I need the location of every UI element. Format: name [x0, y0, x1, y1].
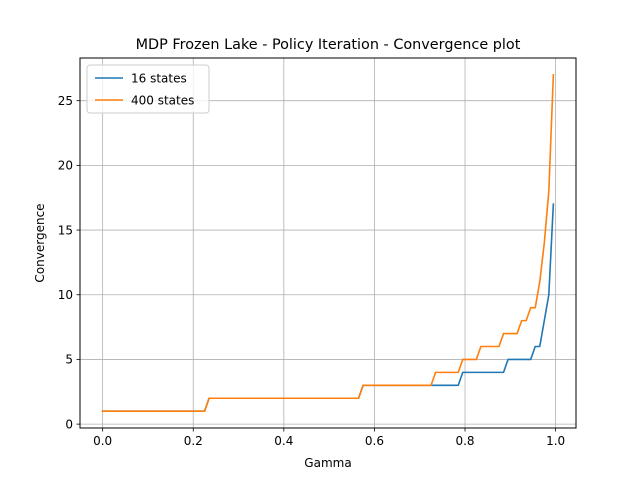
y-tick-label: 0: [65, 417, 73, 431]
legend: 16 states 400 states: [86, 64, 210, 114]
y-tick-label: 25: [58, 94, 73, 108]
legend-label: 16 states: [131, 71, 187, 85]
chart-title: MDP Frozen Lake - Policy Iteration - Con…: [136, 37, 521, 53]
x-tick-label: 0.2: [184, 434, 203, 448]
series-line: [101, 73, 555, 412]
x-tick-label: 0.4: [274, 434, 293, 448]
y-tick-label: 15: [58, 223, 73, 237]
y-tick-label: 10: [58, 288, 73, 302]
y-tick-label: 20: [58, 159, 73, 173]
legend-label: 400 states: [131, 93, 194, 107]
x-tick-label: 0.0: [93, 434, 112, 448]
x-tick-label: 0.6: [365, 434, 384, 448]
series-lines: [101, 73, 555, 412]
y-axis-ticks: 0 5 10 15 20 25: [58, 94, 80, 431]
legend-box: [86, 64, 210, 114]
plot-area-frame: [79, 57, 577, 429]
x-tick-label: 0.8: [455, 434, 474, 448]
x-axis-label: Gamma: [304, 456, 351, 470]
y-axis-label: Convergence: [33, 203, 47, 282]
x-tick-label: 1.0: [546, 434, 565, 448]
x-axis-ticks: 0.0 0.2 0.4 0.6 0.8 1.0: [93, 428, 565, 448]
grid: [80, 58, 576, 428]
y-tick-label: 5: [65, 353, 73, 367]
